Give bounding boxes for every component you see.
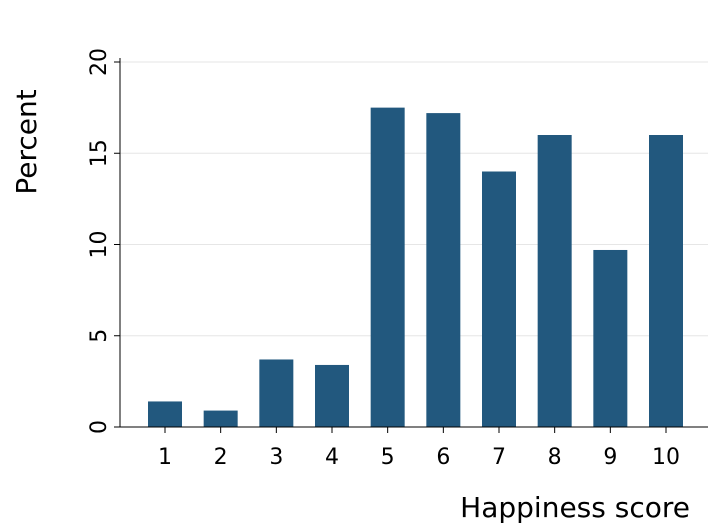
bar-1 (148, 401, 182, 427)
bar-6 (426, 113, 461, 427)
bar-7 (482, 171, 516, 427)
y-tick-label: 15 (87, 139, 112, 167)
x-tick-label: 3 (269, 445, 283, 470)
y-tick-label: 20 (87, 48, 112, 76)
y-ticks: 0 5 10 15 20 (87, 48, 120, 434)
x-tick-label: 1 (158, 445, 172, 470)
x-tick-label: 2 (214, 445, 228, 470)
x-tick-label: 6 (436, 445, 450, 470)
bar-10 (649, 135, 683, 427)
y-tick-label: 10 (87, 231, 112, 259)
y-tick-label: 0 (87, 420, 112, 434)
y-tick-label: 5 (87, 329, 112, 343)
x-tick-label: 9 (603, 445, 617, 470)
x-ticks: 1 2 3 4 5 6 7 8 9 10 (158, 427, 680, 470)
bar-4 (315, 364, 349, 427)
bar-3 (259, 359, 294, 427)
x-tick-label: 5 (381, 445, 395, 470)
bar-9 (593, 249, 628, 427)
bar-5 (370, 107, 405, 427)
x-tick-label: 10 (652, 445, 680, 470)
y-axis-title: Percent (10, 89, 43, 194)
bars (148, 107, 683, 427)
x-tick-label: 8 (548, 445, 562, 470)
x-tick-label: 7 (492, 445, 506, 470)
x-axis-title: Happiness score (460, 491, 690, 524)
bar-2 (203, 410, 238, 427)
bar-8 (537, 135, 572, 427)
x-tick-label: 4 (325, 445, 339, 470)
